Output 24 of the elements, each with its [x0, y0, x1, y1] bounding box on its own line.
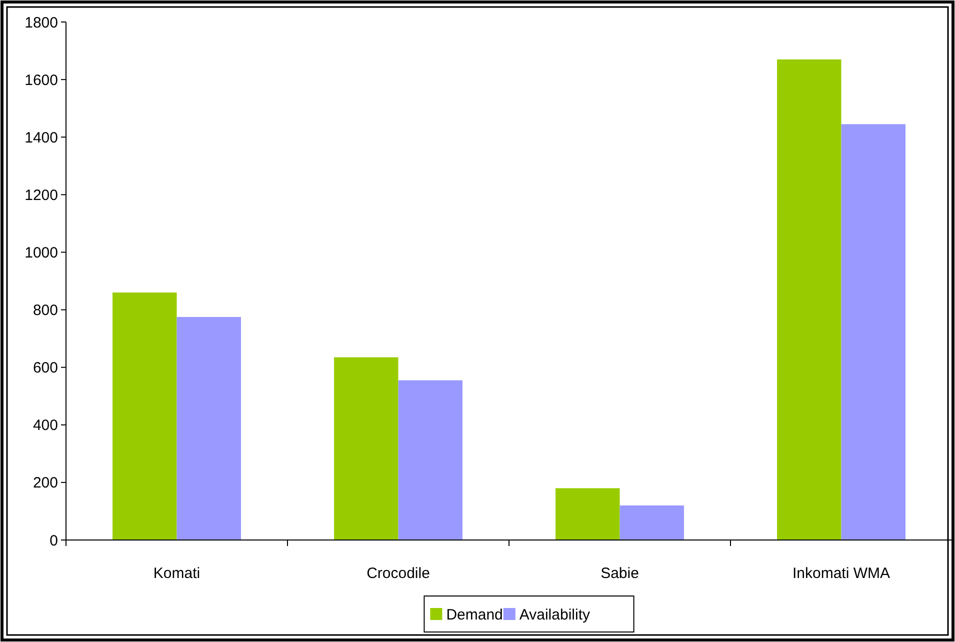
y-tick-label: 800: [32, 302, 58, 320]
y-tick-label: 600: [32, 360, 58, 377]
bar: [620, 505, 684, 540]
x-tick-label: Sabie: [600, 565, 639, 582]
bar: [176, 316, 241, 540]
bar: [556, 488, 620, 540]
y-tick-label: 200: [32, 474, 58, 492]
bar: [334, 357, 398, 540]
y-tick-label: 0: [50, 532, 58, 550]
y-tick-label: 1000: [24, 244, 58, 262]
y-tick-label: 1200: [24, 186, 58, 204]
bar: [398, 380, 462, 540]
x-tick-label: Komati: [153, 565, 200, 582]
y-tick-label: 400: [32, 417, 58, 434]
x-tick-label: Inkomati WMA: [792, 565, 890, 582]
x-tick-label: Crocodile: [366, 565, 430, 582]
y-tick-label: 1800: [24, 14, 58, 32]
legend-label: Demand: [446, 606, 503, 624]
y-tick-label: 1400: [24, 129, 58, 146]
bar: [112, 292, 177, 540]
legend-label: Availability: [519, 606, 590, 624]
bar: [841, 124, 906, 540]
bar: [777, 59, 842, 540]
y-tick-label: 1600: [24, 72, 58, 89]
